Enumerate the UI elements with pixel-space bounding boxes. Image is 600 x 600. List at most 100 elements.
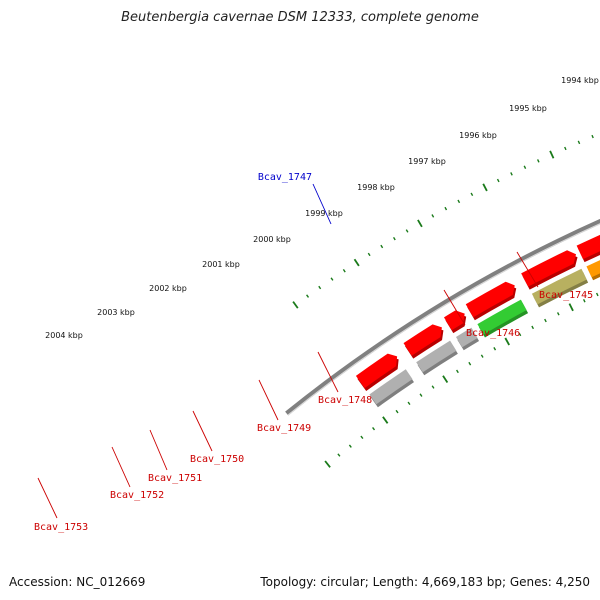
minor-tick — [380, 244, 384, 249]
scale-label: 1994 kbp — [561, 76, 599, 85]
backbone — [285, 218, 600, 416]
gene-labels: Bcav_1745 Bcav_1746 Bcav_1747 Bcav_1748 Bcav… — [34, 172, 593, 533]
major-tick — [482, 183, 488, 192]
cds-gene-arrow — [465, 281, 517, 321]
scale-label: 2001 kbp — [202, 260, 240, 269]
minor-tick — [348, 444, 352, 448]
cog-gene-block — [416, 340, 458, 376]
cds-gene-arrow — [521, 250, 578, 290]
minor-tick — [468, 361, 472, 366]
backbone-circle — [287, 223, 600, 416]
gene-label-bcav-1745[interactable]: Bcav_1745 — [539, 290, 593, 301]
minor-tick — [431, 214, 435, 218]
gene-label-bcav-1746[interactable]: Bcav_1746 — [466, 328, 520, 339]
scale-label: 2000 kbp — [253, 235, 291, 244]
scale-label: 2002 kbp — [149, 284, 187, 293]
minor-tick — [595, 292, 599, 297]
gene-label-bcav-1752[interactable]: Bcav_1752 — [110, 490, 164, 501]
cog-gene-block — [369, 369, 414, 408]
minor-tick — [518, 332, 522, 337]
minor-tick — [444, 206, 448, 211]
cds-gene-arrow — [403, 324, 444, 359]
gene-label-bcav-1751[interactable]: Bcav_1751 — [148, 473, 202, 484]
minor-tick — [419, 393, 423, 397]
major-tick — [549, 150, 555, 159]
minor-tick — [496, 178, 500, 183]
scale-label: 1996 kbp — [459, 131, 497, 140]
scale-label: 1998 kbp — [357, 183, 395, 192]
cds-gene-arrow — [355, 353, 399, 392]
gene-leader-line — [111, 446, 131, 488]
gene-leader-line — [443, 289, 466, 326]
minor-tick — [523, 165, 527, 170]
gene-label-bcav-1749[interactable]: Bcav_1749 — [257, 423, 311, 434]
minor-tick — [556, 312, 560, 316]
gene-leader-line — [192, 410, 213, 452]
minor-tick — [480, 354, 484, 358]
minor-tick — [392, 236, 396, 241]
gene-label-bcav-1748[interactable]: Bcav_1748 — [318, 395, 372, 406]
gene-leader-line — [37, 477, 58, 519]
minor-tick — [337, 453, 341, 457]
scale-label: 1997 kbp — [408, 157, 446, 166]
genome-summary: Topology: circular; Length: 4,669,183 bp… — [260, 575, 590, 589]
scale-label: 1995 kbp — [509, 104, 547, 113]
minor-tick — [582, 298, 586, 303]
gene-label-bcav-1753[interactable]: Bcav_1753 — [34, 522, 88, 533]
cog-gene-block — [477, 299, 529, 338]
major-tick — [568, 303, 574, 312]
minor-tick — [360, 435, 364, 440]
minor-tick — [564, 146, 567, 151]
major-tick — [417, 219, 423, 228]
gene-leader-line — [258, 379, 279, 421]
gene-leader-line — [516, 251, 539, 288]
map-title: Beutenbergia cavernae DSM 12333, complet… — [121, 10, 479, 25]
scale-label: 2003 kbp — [97, 308, 135, 317]
minor-tick — [367, 252, 371, 257]
scale-labels: 1994 kbp 1995 kbp 1996 kbp 1997 kbp 1998 kbp… — [45, 76, 599, 340]
gene-leader-line — [312, 183, 332, 225]
cog-ring — [369, 260, 600, 408]
minor-tick — [456, 369, 459, 374]
minor-tick — [531, 325, 535, 330]
minor-tick — [405, 229, 409, 233]
minor-tick — [407, 401, 411, 405]
minor-tick — [395, 409, 399, 414]
minor-tick — [457, 199, 461, 204]
cog-gene-block — [455, 327, 480, 351]
gene-label-bcav-1750[interactable]: Bcav_1750 — [190, 454, 244, 465]
gene-leader-line — [149, 429, 168, 471]
scale-label: 1999 kbp — [305, 209, 343, 218]
major-tick — [292, 301, 299, 309]
scale-ticks — [292, 134, 599, 468]
major-tick — [382, 416, 389, 424]
minor-tick — [544, 318, 547, 323]
minor-tick — [318, 285, 322, 290]
major-tick — [442, 375, 449, 383]
minor-tick — [591, 134, 594, 139]
minor-tick — [306, 294, 310, 298]
scale-label: 2004 kbp — [45, 331, 83, 340]
cds-ring — [355, 234, 600, 392]
minor-tick — [510, 172, 513, 176]
cds-gene-arrow — [576, 234, 600, 263]
minor-tick — [536, 159, 540, 163]
minor-tick — [342, 269, 346, 273]
gene-label-bcav-1747[interactable]: Bcav_1747 — [258, 172, 312, 183]
cog-gene-block — [531, 268, 589, 308]
minor-tick — [431, 385, 435, 389]
cog-gene-block — [586, 260, 600, 281]
major-tick — [353, 258, 360, 267]
minor-tick — [577, 140, 581, 145]
minor-tick — [493, 347, 497, 351]
major-tick — [504, 337, 510, 346]
backbone-circle — [285, 218, 600, 416]
accession-text: Accession: NC_012669 — [9, 575, 146, 589]
minor-tick — [372, 426, 376, 431]
minor-tick — [330, 277, 334, 281]
minor-tick — [470, 192, 474, 197]
gene-leader-line — [317, 351, 339, 393]
major-tick — [324, 460, 331, 468]
